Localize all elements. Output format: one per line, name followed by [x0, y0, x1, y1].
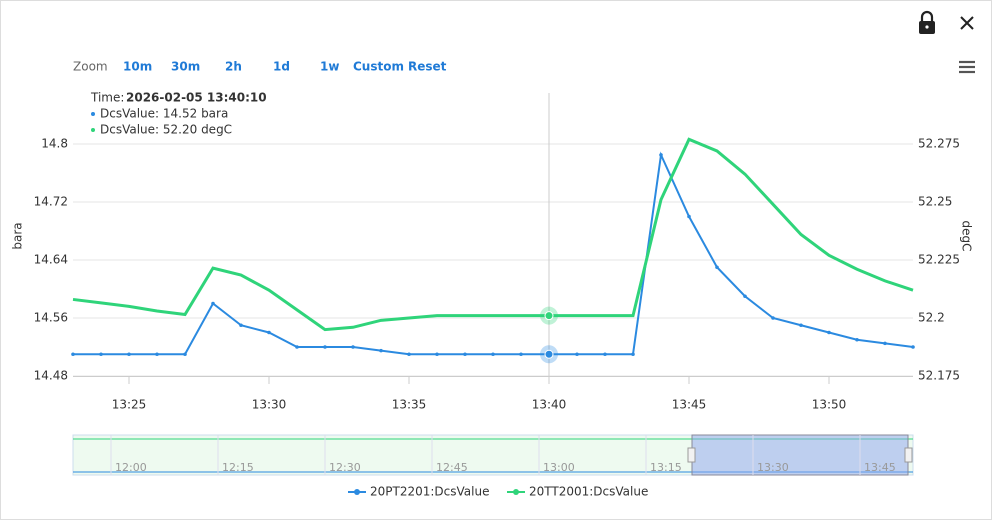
point [575, 352, 579, 357]
point [603, 352, 607, 357]
y2-tick-label: 52.275 [918, 137, 960, 151]
tooltip-time: 2026-02-05 13:40:10 [126, 91, 267, 105]
navigator-handle[interactable] [687, 447, 696, 463]
zoom-button[interactable]: Reset [408, 60, 447, 74]
y-tick-label: 14.56 [34, 311, 68, 325]
legend-swatch-dot [513, 489, 519, 495]
tooltip-label: Time: [90, 91, 124, 105]
navigator-tick-label: 13:45 [864, 461, 896, 474]
point [715, 265, 719, 270]
point [687, 214, 691, 219]
point [407, 352, 411, 357]
y2-axis-label: degC [960, 221, 974, 252]
point [99, 352, 103, 357]
point [631, 352, 635, 357]
point [239, 323, 243, 328]
point [855, 337, 859, 342]
y-axis-label: bara [11, 222, 25, 249]
point [295, 345, 299, 349]
navigator-tick-label: 12:00 [115, 461, 147, 474]
zoom-label: Zoom [73, 60, 108, 74]
hover-point [544, 349, 554, 359]
y2-tick-label: 52.2 [918, 311, 945, 325]
tooltip-dot [91, 128, 95, 132]
x-tick-label: 13:50 [812, 398, 847, 412]
point [155, 352, 159, 357]
point [463, 352, 467, 357]
y2-tick-label: 52.175 [918, 369, 960, 383]
tooltip-line: DcsValue: 14.52 bara [100, 107, 228, 121]
y-tick-label: 14.8 [41, 137, 68, 151]
point [267, 330, 271, 335]
point [911, 345, 915, 349]
point [127, 352, 131, 357]
tooltip-dot [91, 112, 95, 116]
point [379, 348, 383, 353]
navigator-tick-label: 12:30 [329, 461, 361, 474]
navigator-tick-label: 12:15 [222, 461, 254, 474]
x-tick-label: 13:40 [532, 398, 567, 412]
series-line [72, 137, 914, 332]
x-tick-label: 13:45 [672, 398, 707, 412]
navigator-tick-label: 13:15 [650, 461, 682, 474]
point [883, 341, 887, 346]
y2-tick-label: 52.225 [918, 253, 960, 267]
legend-swatch-dot [354, 489, 360, 495]
zoom-button[interactable]: Custom [353, 60, 404, 74]
navigator-tick-label: 13:30 [757, 461, 789, 474]
zoom-button[interactable]: 30m [171, 60, 200, 74]
legend-label[interactable]: 20TT2001:DcsValue [529, 485, 648, 499]
point [323, 345, 327, 349]
point [743, 294, 747, 299]
point [71, 352, 75, 357]
y-tick-label: 14.48 [34, 369, 68, 383]
point [519, 352, 523, 357]
hover-point [544, 311, 554, 321]
point [659, 153, 663, 157]
x-tick-label: 13:25 [112, 398, 147, 412]
zoom-button[interactable]: 10m [123, 60, 152, 74]
y-tick-label: 14.72 [34, 195, 68, 209]
point [771, 316, 775, 320]
point [435, 352, 439, 357]
point [827, 330, 831, 335]
point [351, 345, 355, 349]
tooltip-line: DcsValue: 52.20 degC [100, 123, 232, 137]
tooltip-bg [84, 88, 264, 140]
close-icon[interactable] [960, 16, 974, 30]
point [799, 323, 803, 328]
menu-icon[interactable] [959, 60, 975, 74]
navigator-tick-label: 13:00 [543, 461, 575, 474]
lock-icon[interactable] [919, 10, 935, 34]
y-tick-label: 14.64 [34, 253, 68, 267]
point [211, 301, 215, 306]
point [491, 352, 495, 357]
navigator [72, 434, 914, 476]
x-tick-label: 13:30 [252, 398, 287, 412]
zoom-button[interactable]: 1w [320, 60, 339, 74]
legend-label[interactable]: 20PT2201:DcsValue [370, 485, 489, 499]
zoom-button[interactable]: 1d [273, 60, 290, 74]
y2-tick-label: 52.25 [918, 195, 952, 209]
x-tick-label: 13:35 [392, 398, 427, 412]
navigator-tick-label: 12:45 [436, 461, 468, 474]
zoom-button[interactable]: 2h [225, 60, 242, 74]
navigator-handle[interactable] [904, 447, 913, 463]
point [183, 352, 187, 357]
